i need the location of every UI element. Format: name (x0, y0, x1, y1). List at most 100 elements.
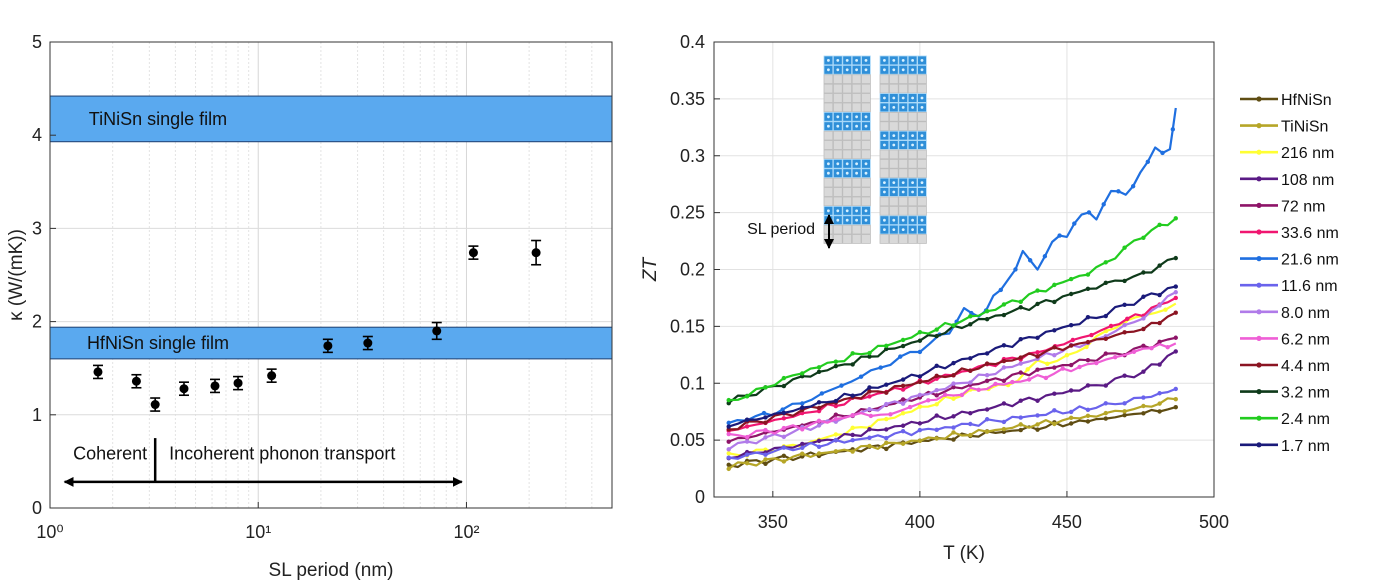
series-point-10 (1173, 310, 1178, 315)
series-point-3 (816, 438, 822, 444)
inset-atom (855, 68, 858, 72)
inset-atom (855, 162, 858, 166)
point-3 (179, 384, 189, 394)
series-point-8 (1141, 316, 1146, 321)
series-point-12 (1122, 245, 1127, 250)
inset-atom (911, 190, 914, 194)
inset-atom (892, 143, 896, 147)
inset-atom (827, 124, 830, 128)
inset-cell-grey (879, 196, 890, 207)
series-point-0 (1018, 427, 1023, 433)
inset-cell-grey (917, 234, 927, 244)
inset-atom (845, 124, 849, 128)
series-point-9 (868, 413, 874, 419)
series-point-6 (1086, 210, 1092, 215)
series-point-6 (819, 391, 825, 396)
series-point-8 (968, 380, 973, 385)
inset-atom (920, 134, 924, 138)
right-y-tick-label: 0.25 (670, 203, 705, 223)
series-point-1 (1035, 422, 1040, 427)
inset-atom (864, 162, 868, 166)
series-point-11 (816, 369, 822, 374)
series-point-3 (968, 410, 973, 416)
series-point-10 (1068, 343, 1074, 348)
inset-cell-grey (879, 205, 890, 216)
legend-label-6: 21.6 nm (1281, 252, 1339, 269)
inset-cell-grey (889, 196, 899, 207)
inset-cell-grey (823, 83, 834, 94)
series-point-7 (850, 437, 855, 443)
series-point-8 (1001, 365, 1007, 370)
incoherent-label: Incoherent phonon transport (169, 444, 395, 464)
series-point-5 (867, 394, 872, 399)
series-9 (726, 342, 1177, 440)
inset-cell-grey (898, 112, 908, 122)
inset-cell-grey (833, 130, 843, 141)
series-point-3 (1001, 401, 1007, 406)
inset-atom (855, 115, 858, 119)
inset-atom (827, 209, 830, 213)
right-y-tick-label: 0.1 (680, 373, 705, 393)
series-point-13 (1103, 313, 1108, 319)
series-point-5 (1035, 350, 1040, 355)
inset-cell-grey (823, 140, 834, 150)
series-point-8 (934, 387, 939, 393)
inset-cell-grey (851, 83, 862, 94)
series-point-7 (934, 427, 939, 433)
inset-cell-grey (842, 83, 852, 94)
series-point-5 (781, 416, 787, 421)
inset-atom (836, 162, 840, 166)
inset-cell-grey (898, 149, 908, 160)
series-point-9 (888, 412, 893, 417)
series-point-1 (1052, 421, 1057, 427)
left-x-axis-label: SL period (nm) (269, 560, 394, 581)
inset-cell-grey (823, 74, 834, 85)
series-point-4 (1173, 335, 1178, 340)
right-y-tick-label: 0.15 (670, 316, 705, 336)
series-point-4 (1157, 339, 1162, 345)
series-point-12 (1035, 288, 1040, 293)
inset-cell-grey (823, 196, 834, 207)
inset-atom (892, 190, 896, 194)
band-label-1: HfNiSn single film (87, 333, 229, 353)
series-point-12 (744, 394, 750, 399)
series-point-6 (878, 365, 883, 370)
inset-cell-grey (889, 74, 899, 85)
series-point-10 (1085, 339, 1091, 345)
series-point-4 (1085, 358, 1091, 363)
series-point-12 (1068, 276, 1074, 282)
series-point-2 (917, 404, 923, 409)
series-point-4 (726, 439, 731, 444)
series-point-13 (833, 398, 839, 404)
series-point-8 (744, 439, 750, 444)
legend-label-8: 8.0 nm (1281, 305, 1330, 322)
series-point-1 (1141, 403, 1146, 409)
series-point-13 (917, 374, 923, 379)
series-point-7 (1085, 407, 1091, 413)
inset-atom (920, 59, 924, 62)
series-point-11 (1068, 291, 1074, 297)
series-point-6 (898, 354, 903, 359)
inset-cell-grey (861, 187, 871, 197)
series-point-11 (1001, 312, 1007, 318)
series-point-4 (1052, 365, 1057, 370)
inset-cell-grey (889, 168, 899, 179)
series-point-12 (984, 308, 990, 314)
right-y-tick-label: 0.05 (670, 430, 705, 450)
series-point-10 (867, 389, 872, 394)
series-point-4 (984, 378, 990, 384)
series-point-0 (1035, 427, 1040, 432)
series-point-3 (951, 414, 956, 419)
series-point-13 (1141, 294, 1146, 299)
legend-label-12: 2.4 nm (1281, 411, 1330, 428)
series-point-1 (1018, 422, 1023, 427)
inset-cell-grey (879, 234, 890, 244)
inset-atom (883, 106, 886, 109)
series-line-12 (728, 217, 1177, 402)
series-point-11 (1103, 280, 1108, 285)
series-point-9 (942, 392, 948, 398)
series-point-2 (1025, 367, 1030, 372)
series-point-6 (917, 349, 923, 355)
series-point-3 (1122, 373, 1127, 378)
series-point-3 (1103, 383, 1108, 388)
